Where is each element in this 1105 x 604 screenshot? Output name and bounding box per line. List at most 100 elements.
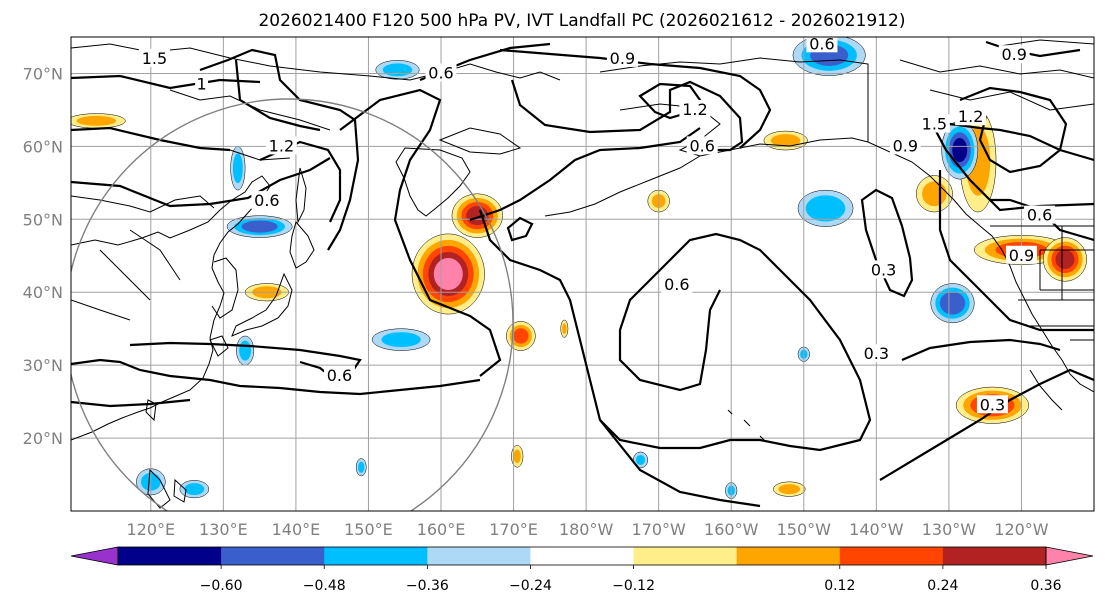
lon-tick-label: 130°E [199, 520, 248, 539]
lat-tick-label: 70°N [23, 64, 63, 83]
contour-label-text: 0.9 [1001, 45, 1026, 64]
pv-anomaly-blob [179, 480, 210, 499]
contour-label-text: 1.2 [958, 107, 983, 126]
contour-label-text: 0.6 [254, 191, 279, 210]
lon-tick-label: 120°W [994, 520, 1049, 539]
contour-label-bg [889, 136, 921, 155]
pv-anomaly-blob [244, 283, 289, 302]
pv-anomaly-level [232, 153, 243, 184]
contour-label-text: 0.6 [664, 275, 689, 294]
pv-anomaly-level [513, 328, 529, 344]
contour-label: 0.3 [860, 344, 892, 363]
contour-line [339, 88, 502, 377]
lon-tick-label: 140°W [849, 520, 904, 539]
lat-tick-label: 20°N [23, 429, 63, 448]
contour-line [499, 48, 772, 149]
pv-anomaly-blob [763, 130, 808, 151]
contour-label-text: 1.2 [269, 136, 294, 155]
colorbar-tick-label: 0.24 [927, 578, 958, 594]
colorbar-tick-label: 0.12 [824, 578, 855, 594]
contour-label-bg [976, 395, 1008, 414]
contour-label-text: 0.6 [428, 63, 453, 82]
contour-line [588, 232, 872, 452]
colorbar-segment [118, 547, 222, 565]
colorbar-segments [118, 547, 1047, 565]
contour-label-bg [686, 136, 718, 155]
aleutian-arc [544, 155, 701, 217]
graticule [71, 37, 1094, 511]
colorbar-tick-label: −0.48 [303, 578, 346, 594]
contour-label: 0.6 [425, 63, 457, 82]
contour-line [506, 216, 534, 242]
longitude-tick-labels: 120°E 130°E 140°E 150°E 160°E 170°E 180°W 170°W… [126, 520, 1048, 539]
lon-tick-label: 160°W [704, 520, 759, 539]
colorbar-segment [736, 547, 841, 565]
colorbar-segment [530, 547, 635, 565]
pv-anomaly-level [239, 340, 252, 361]
pv-anomaly-level [241, 220, 278, 233]
lat-tick-label: 30°N [23, 356, 63, 375]
contour-line [234, 59, 321, 132]
contour-label-text: 1.2 [682, 100, 707, 119]
colorbar-segment [942, 547, 1047, 565]
pv-anomaly-blob [773, 481, 806, 497]
map-layers: 1.5 1 0.6 0.9 0.6 1.2 0.6 0.9 1.2 1.5 1.2 0.6 0.9 0.6… [71, 34, 1094, 511]
baja-coast [1029, 369, 1063, 411]
contour-label: 0.9 [889, 136, 921, 155]
contour-label-bg [425, 63, 457, 82]
contour-label-bg [138, 48, 170, 67]
contour-label-text: 0.6 [327, 366, 352, 385]
contour-label: 0.6 [806, 34, 838, 53]
pv-anomaly-blob [71, 113, 126, 129]
contour-label-bg [1024, 205, 1056, 224]
pv-anomaly-level [1055, 249, 1075, 269]
colorbar-frame [117, 546, 1047, 566]
contour-label-bg [679, 99, 711, 118]
pv-anomaly-level [952, 137, 968, 163]
map-frame [70, 36, 1095, 512]
contour-label-text: 0.3 [864, 344, 889, 363]
pv-anomaly-blob [560, 319, 569, 338]
contour-label-bg [918, 114, 950, 133]
contour-labels: 1.5 1 0.6 0.9 0.6 1.2 0.6 0.9 1.2 1.5 1.2 0.6 0.9 0.6… [138, 34, 1056, 414]
contour-label-text: 0.6 [1027, 206, 1052, 225]
pv-anomaly-blob [797, 189, 854, 227]
colorbar-tick-label: 0.36 [1030, 578, 1061, 594]
lon-tick-label: 170°E [489, 520, 538, 539]
pv-anomaly-blob [411, 233, 485, 315]
pv-anomaly-blob [236, 335, 255, 366]
pv-anomaly-level [805, 195, 846, 222]
contour-label: 0.6 [1024, 205, 1056, 225]
korea-coast [211, 257, 239, 319]
contour-label-text: 0.9 [893, 136, 918, 155]
contour-line [879, 368, 1094, 481]
contour-label: 0.3 [976, 395, 1008, 414]
lon-tick-label: 160°E [417, 520, 466, 539]
pv-anomaly-level [433, 257, 463, 291]
contour-label: 1 [195, 74, 209, 93]
contour-label: 1.2 [265, 136, 297, 155]
pv-anomaly-level [382, 63, 413, 77]
contour-label-text: 0.6 [689, 136, 714, 155]
contour-label-bg [955, 107, 987, 126]
contour-line [71, 358, 481, 396]
figure-title: 2026021400 F120 500 hPa PV, IVT Landfall… [258, 11, 905, 31]
contour-label: 1.5 [138, 48, 170, 68]
contour-label: 1.2 [955, 107, 987, 126]
colorbar-segment [427, 547, 531, 565]
contour-label-text: 0.6 [809, 34, 834, 53]
contour-label-text: 0.9 [1009, 246, 1034, 265]
pv-anomaly-blob [451, 193, 503, 238]
colorbar-segment [839, 547, 944, 565]
colorbar-tick-label: −0.24 [509, 578, 552, 594]
colorbar-tick-label: −0.36 [406, 578, 449, 594]
contour-label: 0.9 [998, 45, 1030, 64]
pv-anomaly-blob [930, 283, 975, 324]
contour-line [938, 170, 1094, 332]
pv-anomaly-level [636, 454, 646, 465]
contour-label-text: 0.9 [610, 49, 635, 68]
china-borders [71, 195, 215, 321]
contour-label-bg [251, 191, 283, 210]
pv-anomaly-blob [371, 328, 431, 351]
